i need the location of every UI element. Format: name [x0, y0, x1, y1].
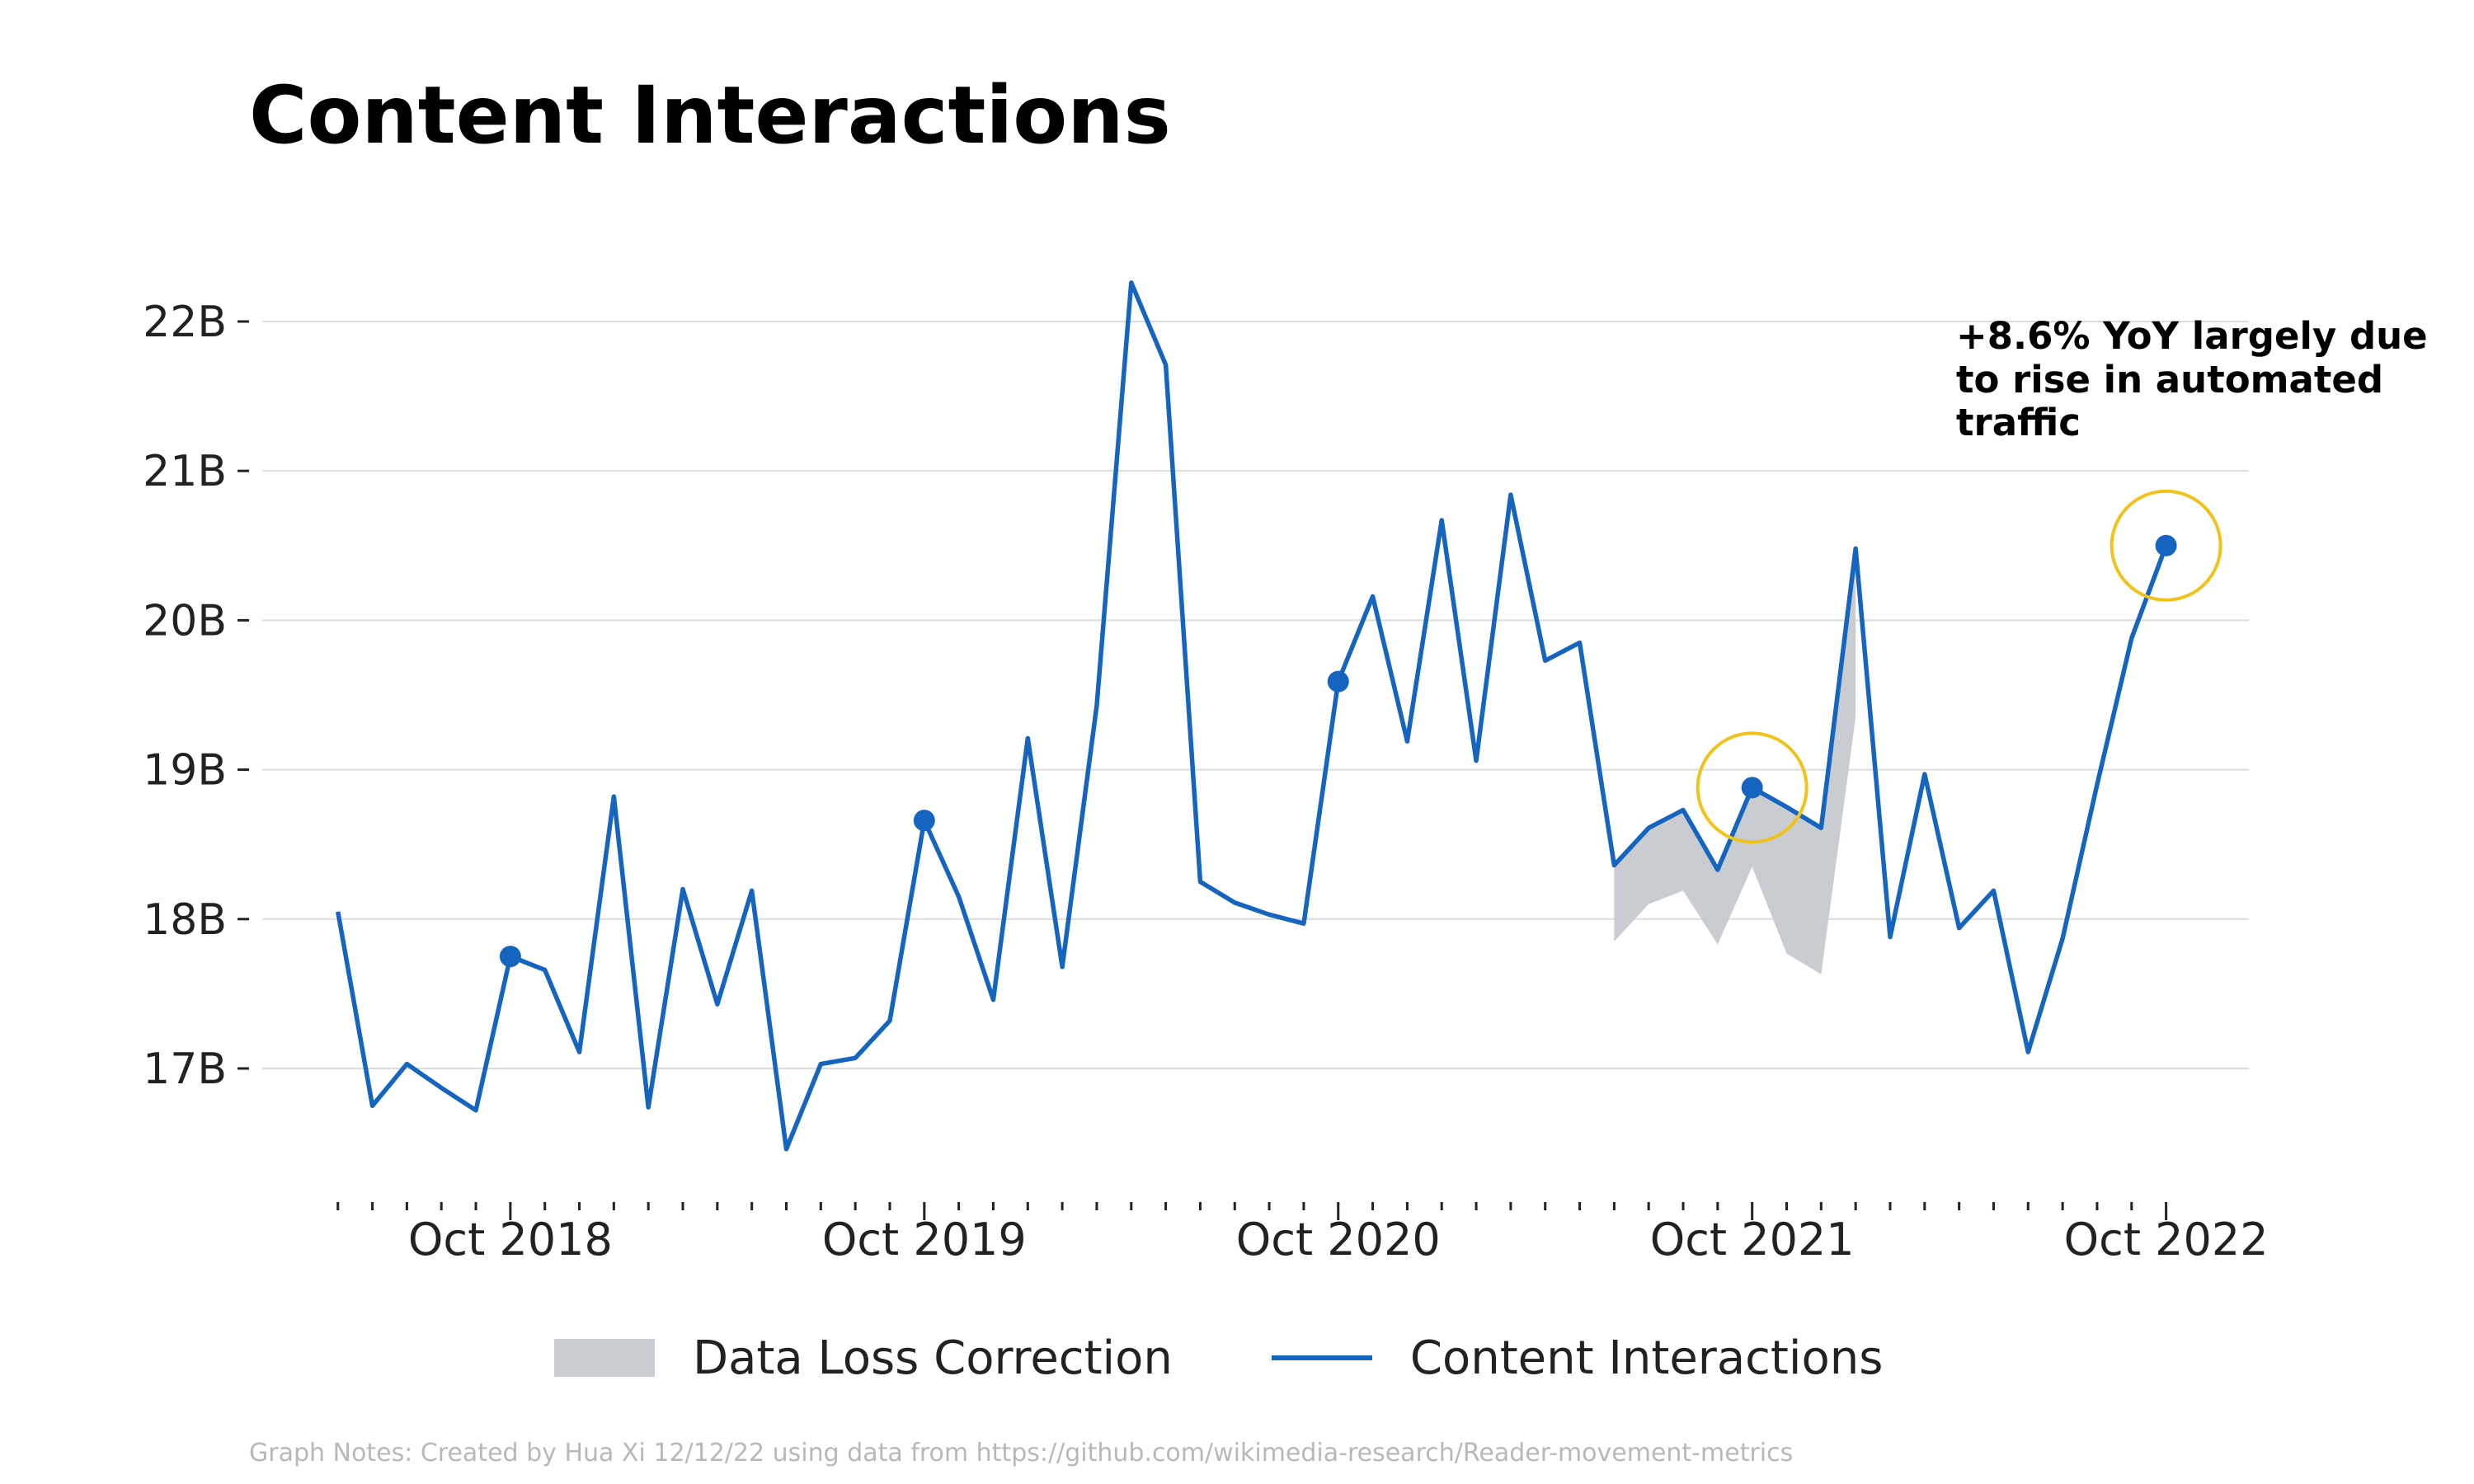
data-loss-area — [1614, 548, 1856, 974]
content-interactions-line — [336, 280, 2169, 1152]
data-point-17 — [913, 810, 935, 832]
x-tick-label-oct-2022: Oct 2022 — [2064, 1214, 2269, 1266]
x-tick-label-oct-2018: Oct 2018 — [408, 1214, 613, 1266]
highlight-circle-53 — [2109, 489, 2222, 602]
chart-annotation: +8.6% YoY largely due to rise in automat… — [1956, 314, 2428, 445]
data-point-29 — [1327, 670, 1349, 693]
x-axis: Oct 2018 Oct 2019 Oct 2020 Oct 2021 Oct 2022 — [336, 1202, 2269, 1266]
legend-swatch-area — [554, 1339, 655, 1377]
legend-label-content-interactions: Content Interactions — [1409, 1331, 1884, 1385]
y-axis: 17B 18B 19B 20B 21B 22B — [143, 298, 249, 1094]
legend-label-data-loss: Data Loss Correction — [693, 1331, 1173, 1385]
x-tick-label-oct-2019: Oct 2019 — [822, 1214, 1027, 1266]
data-point-5 — [499, 946, 521, 968]
y-tick-label-20B: 20B — [143, 596, 227, 646]
legend-swatch-line — [1271, 1355, 1372, 1360]
y-tick-label-18B: 18B — [143, 895, 227, 945]
x-tick-label-oct-2020: Oct 2020 — [1236, 1214, 1441, 1266]
highlight-circle-41 — [1696, 731, 1808, 844]
y-tick-label-21B: 21B — [143, 447, 227, 496]
y-tick-label-22B: 22B — [143, 298, 227, 347]
highlight-points — [499, 489, 2222, 968]
legend-item-data-loss: Data Loss Correction — [554, 1331, 1173, 1385]
data-point-53 — [2155, 534, 2177, 556]
series-line-group — [336, 280, 2169, 1152]
y-tick-label-17B: 17B — [143, 1045, 227, 1094]
grid-lines — [262, 320, 2249, 1069]
chart-title: Content Interactions — [249, 69, 1171, 162]
legend: Data Loss Correction Content Interaction… — [554, 1329, 1883, 1387]
data-loss-correction-area — [1614, 548, 1856, 974]
legend-item-content-interactions: Content Interactions — [1173, 1331, 1884, 1385]
data-point-41 — [1741, 777, 1763, 799]
y-tick-label-19B: 19B — [143, 746, 227, 796]
x-tick-label-oct-2021: Oct 2021 — [1650, 1214, 1855, 1266]
graph-notes: Graph Notes: Created by Hua Xi 12/12/22 … — [249, 1439, 1794, 1468]
